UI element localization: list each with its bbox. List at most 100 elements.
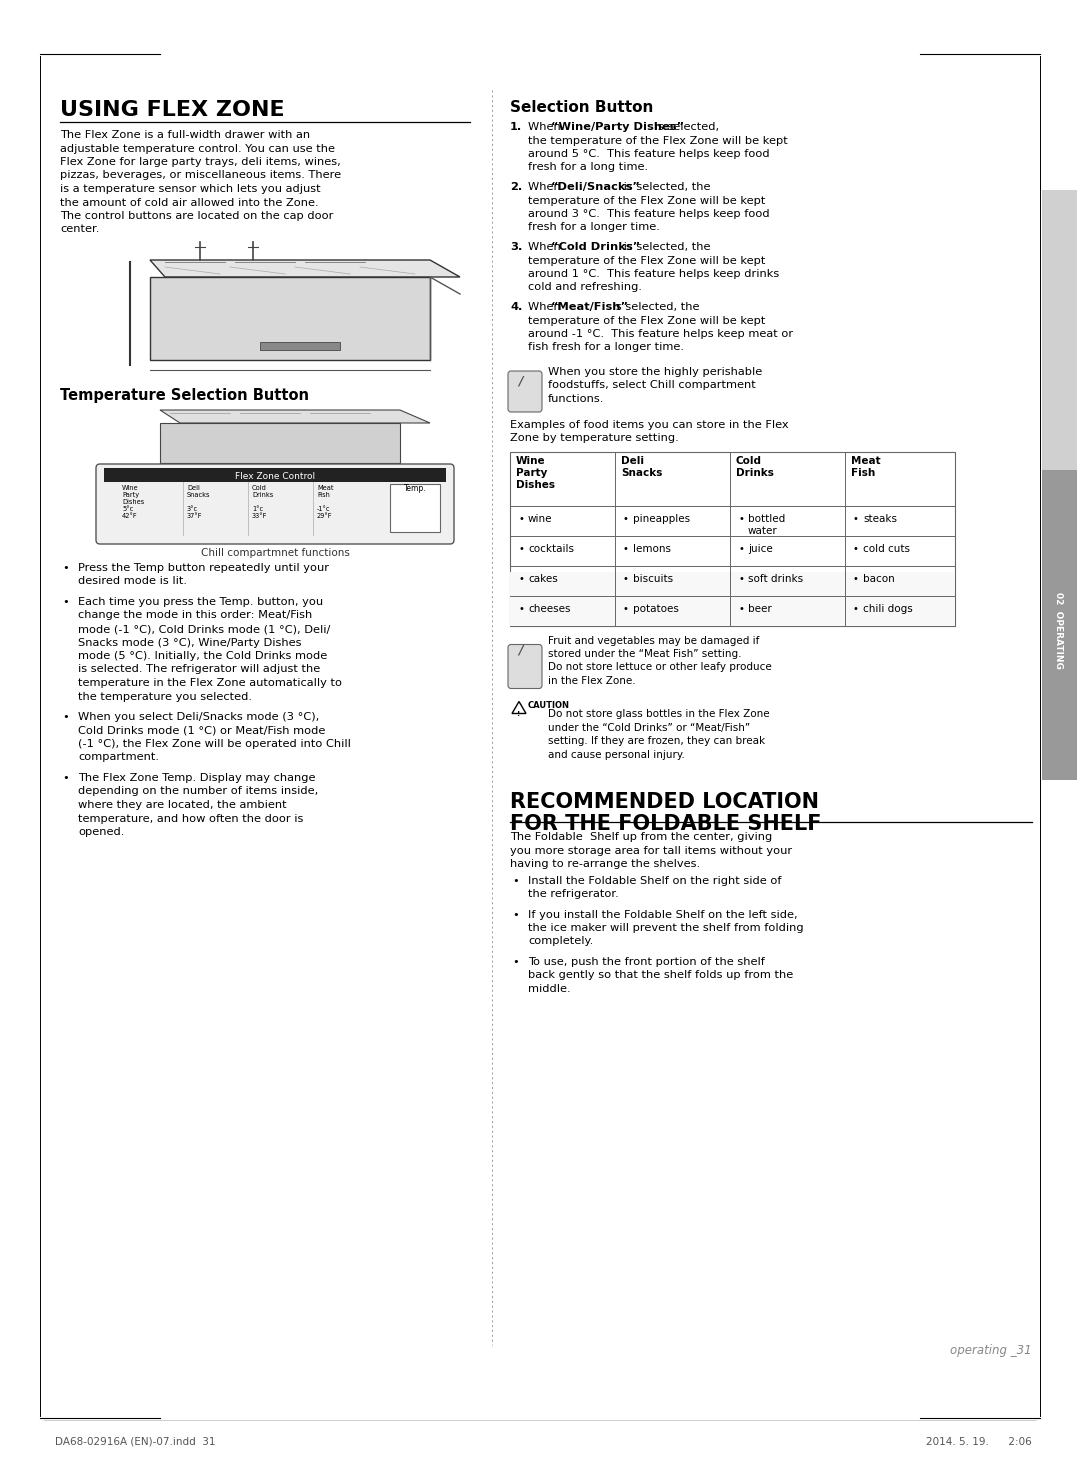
Text: Temp.: Temp. [404,485,427,493]
Text: Each time you press the Temp. button, you: Each time you press the Temp. button, yo… [78,597,323,607]
Text: If you install the Foldable Shelf on the left side,: If you install the Foldable Shelf on the… [528,909,798,919]
Bar [104,468,446,482]
Text: steaks: steaks [863,514,897,523]
Text: cheeses: cheeses [528,604,570,613]
Text: stored under the “Meat Fish” setting.: stored under the “Meat Fish” setting. [548,650,742,658]
Text: “Deli/Snacks”: “Deli/Snacks” [551,183,640,191]
Text: foodstuffs, select Chill compartment: foodstuffs, select Chill compartment [548,380,756,390]
Text: The control buttons are located on the cap door: The control buttons are located on the c… [60,211,334,221]
Text: Cold
Drinks: Cold Drinks [252,485,273,498]
Text: around -1 °C.  This feature helps keep meat or: around -1 °C. This feature helps keep me… [528,328,793,339]
Bar [260,342,340,351]
Text: temperature in the Flex Zone automatically to: temperature in the Flex Zone automatical… [78,678,342,688]
Text: Install the Foldable Shelf on the right side of: Install the Foldable Shelf on the right … [528,875,782,885]
Text: pizzas, beverages, or miscellaneous items. There: pizzas, beverages, or miscellaneous item… [60,171,341,181]
Text: temperature, and how often the door is: temperature, and how often the door is [78,813,303,823]
Text: •: • [62,597,69,607]
Text: you more storage area for tall items without your: you more storage area for tall items wit… [510,846,792,856]
Text: pineapples: pineapples [633,514,690,523]
Text: functions.: functions. [548,393,605,404]
Text: fresh for a longer time.: fresh for a longer time. [528,222,660,233]
Text: •: • [853,604,859,613]
Text: Cold
Drinks: Cold Drinks [735,457,774,479]
Text: 2014. 5. 19.      2:06: 2014. 5. 19. 2:06 [927,1438,1032,1446]
Text: 4.: 4. [510,302,523,312]
Text: •: • [738,573,744,583]
Text: and cause personal injury.: and cause personal injury. [548,750,685,760]
Text: center.: center. [60,224,99,234]
Bar [510,452,955,626]
Text: cocktails: cocktails [528,544,573,554]
Text: !: ! [517,711,521,717]
Text: The Flex Zone is a full-width drawer with an: The Flex Zone is a full-width drawer wit… [60,130,310,140]
Text: is selected, the: is selected, the [620,242,711,252]
Text: is selected. The refrigerator will adjust the: is selected. The refrigerator will adjus… [78,664,321,675]
Text: is selected, the: is selected, the [620,183,711,191]
Text: When: When [528,302,565,312]
FancyBboxPatch shape [96,464,454,544]
Text: CAUTION: CAUTION [528,701,570,710]
Text: is selected,: is selected, [651,122,719,133]
Text: bottled
water: bottled water [748,514,785,536]
Bar [1042,470,1077,781]
Text: Deli
Snacks: Deli Snacks [187,485,211,498]
Text: mode (5 °C). Initially, the Cold Drinks mode: mode (5 °C). Initially, the Cold Drinks … [78,651,327,661]
Text: is selected, the: is selected, the [609,302,700,312]
Text: the refrigerator.: the refrigerator. [528,890,619,899]
Text: •: • [512,875,518,885]
Polygon shape [160,423,400,463]
Text: Meat
Fish: Meat Fish [851,457,880,479]
Text: cold cuts: cold cuts [863,544,910,554]
Text: around 5 °C.  This feature helps keep food: around 5 °C. This feature helps keep foo… [528,149,770,159]
Polygon shape [150,277,430,359]
Text: •: • [62,563,69,573]
Bar [390,485,440,532]
Text: beer: beer [748,604,772,613]
Text: To use, push the front portion of the shelf: To use, push the front portion of the sh… [528,957,765,966]
Text: juice: juice [748,544,773,554]
Text: Meat
Fish: Meat Fish [318,485,334,498]
Text: 3.: 3. [510,242,523,252]
Text: When you store the highly perishable: When you store the highly perishable [548,367,762,377]
Text: •: • [853,573,859,583]
Bar [1042,470,1077,620]
Text: •: • [518,514,524,523]
Text: potatoes: potatoes [633,604,679,613]
Text: Do not store lettuce or other leafy produce: Do not store lettuce or other leafy prod… [548,663,772,673]
Text: Flex Zone for large party trays, deli items, wines,: Flex Zone for large party trays, deli it… [60,158,341,166]
Text: Do not store glass bottles in the Flex Zone: Do not store glass bottles in the Flex Z… [548,709,770,719]
Polygon shape [512,701,526,713]
Text: having to re-arrange the shelves.: having to re-arrange the shelves. [510,859,700,869]
Text: When you select Deli/Snacks mode (3 °C),: When you select Deli/Snacks mode (3 °C), [78,711,320,722]
Text: FOR THE FOLDABLE SHELF: FOR THE FOLDABLE SHELF [510,815,822,834]
Polygon shape [160,409,430,423]
Text: •: • [623,514,629,523]
Text: Snacks mode (3 °C), Wine/Party Dishes: Snacks mode (3 °C), Wine/Party Dishes [78,638,301,648]
Text: •: • [518,604,524,613]
Text: /: / [518,644,523,657]
Text: the temperature of the Flex Zone will be kept: the temperature of the Flex Zone will be… [528,136,787,146]
Text: Temperature Selection Button: Temperature Selection Button [60,387,309,404]
Text: temperature of the Flex Zone will be kept: temperature of the Flex Zone will be kep… [528,255,766,265]
Text: DA68-02916A (EN)-07.indd  31: DA68-02916A (EN)-07.indd 31 [55,1438,216,1446]
Text: chili dogs: chili dogs [863,604,913,613]
Text: •: • [738,514,744,523]
Text: 5°c
42°F: 5°c 42°F [122,507,137,518]
Text: around 1 °C.  This feature helps keep drinks: around 1 °C. This feature helps keep dri… [528,270,780,278]
Text: compartment.: compartment. [78,753,159,763]
Text: is a temperature sensor which lets you adjust: is a temperature sensor which lets you a… [60,184,321,194]
Text: temperature of the Flex Zone will be kept: temperature of the Flex Zone will be kep… [528,196,766,206]
Bar [510,572,955,626]
Text: (-1 °C), the Flex Zone will be operated into Chill: (-1 °C), the Flex Zone will be operated … [78,739,351,748]
Text: When: When [528,122,565,133]
Text: •: • [623,604,629,613]
Text: Flex Zone Control: Flex Zone Control [235,471,315,482]
Text: •: • [623,573,629,583]
Text: the temperature you selected.: the temperature you selected. [78,691,252,701]
Text: operating _31: operating _31 [950,1343,1032,1357]
Text: soft drinks: soft drinks [748,573,804,583]
Text: The Flex Zone Temp. Display may change: The Flex Zone Temp. Display may change [78,773,315,784]
Text: the ice maker will prevent the shelf from folding: the ice maker will prevent the shelf fro… [528,924,804,932]
Text: completely.: completely. [528,937,593,947]
Text: When: When [528,183,565,191]
